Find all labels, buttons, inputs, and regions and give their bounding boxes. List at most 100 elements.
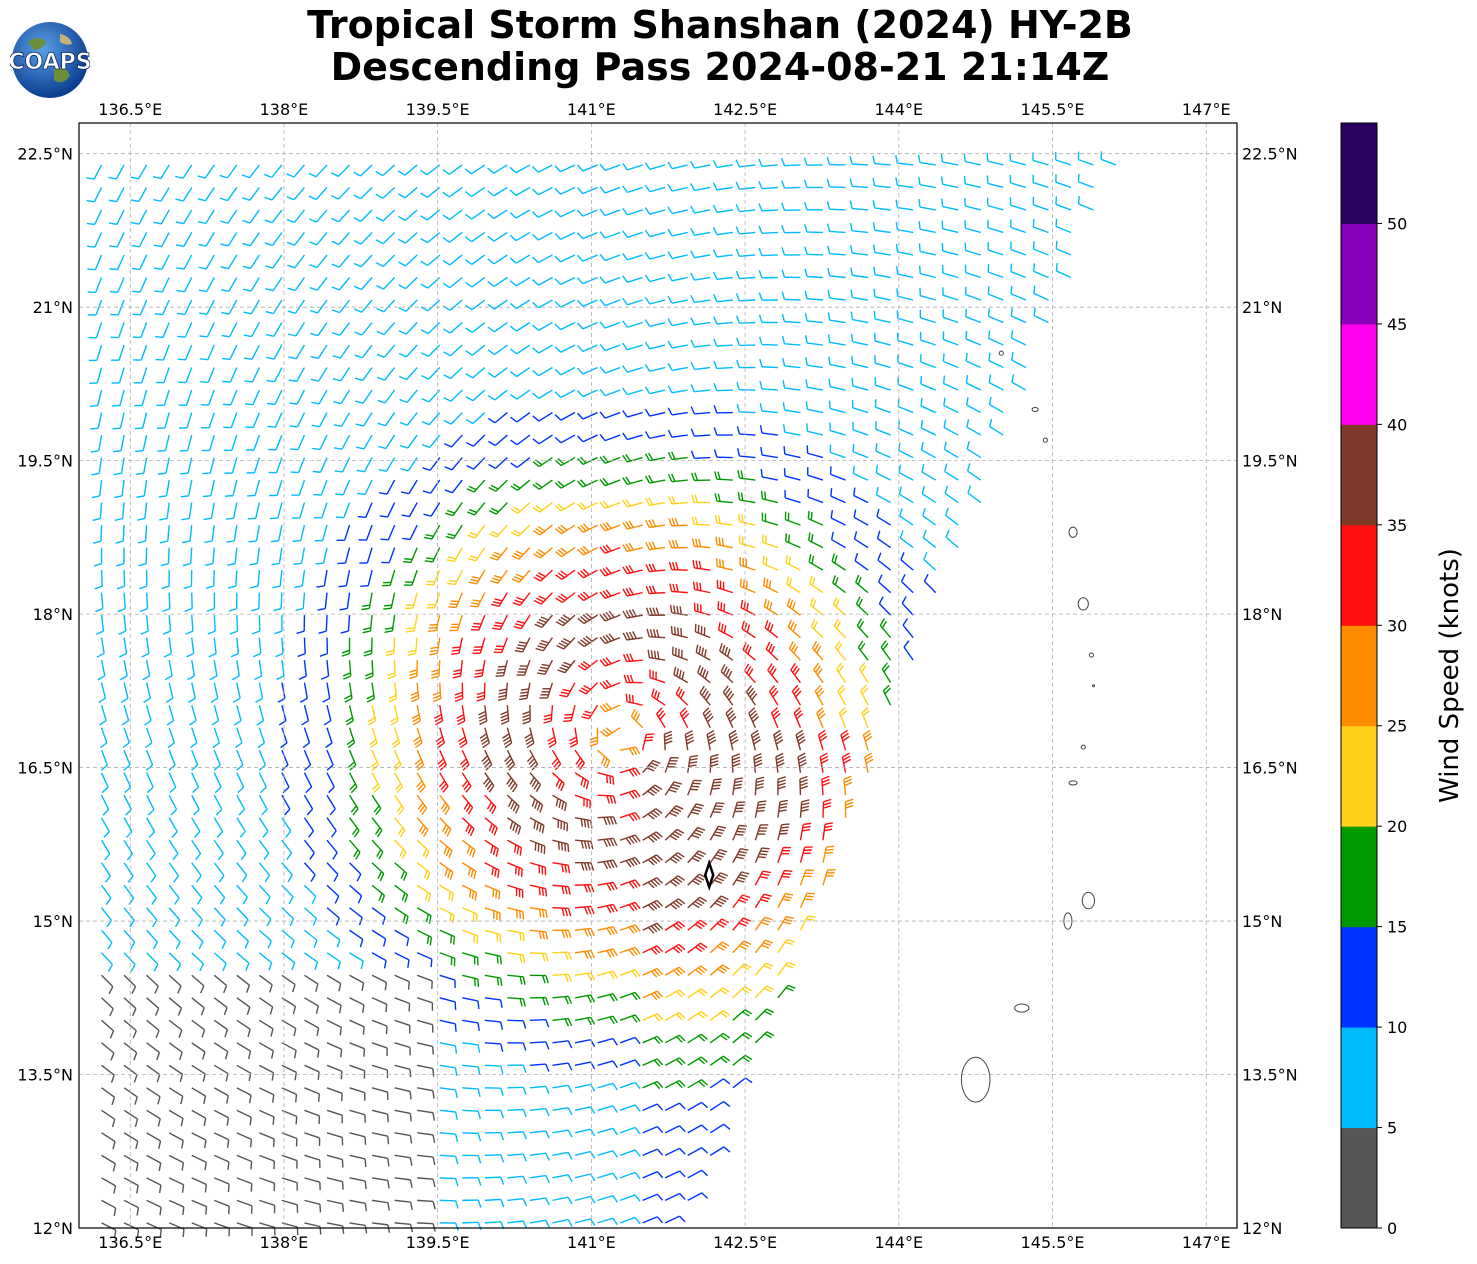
wind-barb [95,615,105,636]
wind-barb [326,974,342,992]
wind-barb [390,705,399,726]
wind-barb [881,662,892,684]
wind-barb [731,753,741,773]
wind-barb [288,367,306,383]
wind-barb [223,412,238,429]
wind-barb [940,154,959,166]
wind-barb [597,837,618,848]
wind-barb [266,389,283,406]
wind-barb [461,862,477,880]
wind-barb [160,547,170,567]
wind-barb [487,412,508,424]
wind-barb [484,907,501,921]
wind-barb [168,794,178,816]
wind-barb [770,707,781,728]
wind-barb [1033,307,1049,324]
wind-barb [326,952,341,970]
wind-barb [691,494,711,504]
wind-barb [539,682,554,699]
wind-barb [484,817,498,836]
wind-barb [622,320,643,328]
wind-barb [303,884,317,904]
wind-barb [599,727,621,737]
wind-barb [827,290,846,301]
wind-barb [123,839,134,861]
wind-barb [832,575,846,594]
wind-barb [376,299,396,313]
wind-barb [622,432,643,441]
wind-barb [619,1036,641,1045]
wind-barb [370,749,380,771]
wind-barb [259,1064,275,1081]
lon-tick-label-bottom: 141°E [567,1233,616,1252]
wind-barb [155,322,170,338]
wind-barb [510,479,531,491]
wind-barb [773,729,784,751]
island-outline [1063,912,1073,930]
wind-barb [310,344,328,360]
wind-barb [108,209,125,225]
wind-barb [394,1042,411,1056]
wind-barb [349,839,361,860]
wind-barb [400,479,418,495]
wind-barb [532,186,553,196]
wind-barb [874,377,891,391]
wind-barb [123,952,136,972]
wind-barb [168,884,180,905]
wind-barb [507,1153,528,1162]
wind-barb [487,276,508,288]
wind-barb [963,175,981,189]
wind-barb [134,389,148,407]
wind-barb [509,186,531,196]
wind-barb [442,186,463,198]
wind-barb [236,1109,252,1126]
wind-barb [245,434,261,451]
wind-barb [326,884,340,904]
wind-barb [447,569,463,586]
wind-barb [597,1195,619,1203]
wind-barb [507,997,526,1007]
wind-barb [487,209,508,220]
wind-barb [574,1173,596,1182]
wind-barb [420,299,441,312]
wind-barb [758,247,778,257]
wind-barb [806,423,824,436]
wind-barb [965,397,982,414]
wind-barb [918,176,936,189]
wind-barb [709,872,729,886]
wind-barb [467,524,486,539]
wind-barb [101,1087,116,1106]
wind-barb [296,615,306,635]
wind-barb [235,727,243,749]
wind-barb [552,951,572,961]
wind-barb [281,839,293,860]
wind-barb [465,366,486,379]
wind-barb [442,321,463,334]
lon-tick-label-bottom: 136.5°E [98,1233,162,1252]
wind-barb [442,164,463,175]
wind-barb [434,705,444,726]
wind-barb [599,679,621,690]
wind-barb [529,1219,550,1228]
wind-barb [371,1177,390,1189]
wind-barb [673,666,689,684]
wind-barb [873,288,891,301]
wind-barb [552,1062,573,1071]
wind-barb [232,682,241,703]
wind-barb [849,245,869,256]
wind-barb [281,794,291,816]
colorbar-tick-label: 20 [1387,817,1407,836]
wind-barb [123,1019,137,1039]
wind-barb [308,164,328,178]
wind-barb [690,384,711,393]
wind-barb [987,264,1004,279]
wind-barb [552,973,573,983]
wind-barb [209,660,218,681]
wind-barb [944,463,959,481]
wind-barb [645,541,666,551]
wind-barb [599,186,621,194]
wind-barb [366,682,375,703]
wind-barb [369,727,378,749]
wind-barb [136,479,148,498]
wind-barb [204,525,215,544]
